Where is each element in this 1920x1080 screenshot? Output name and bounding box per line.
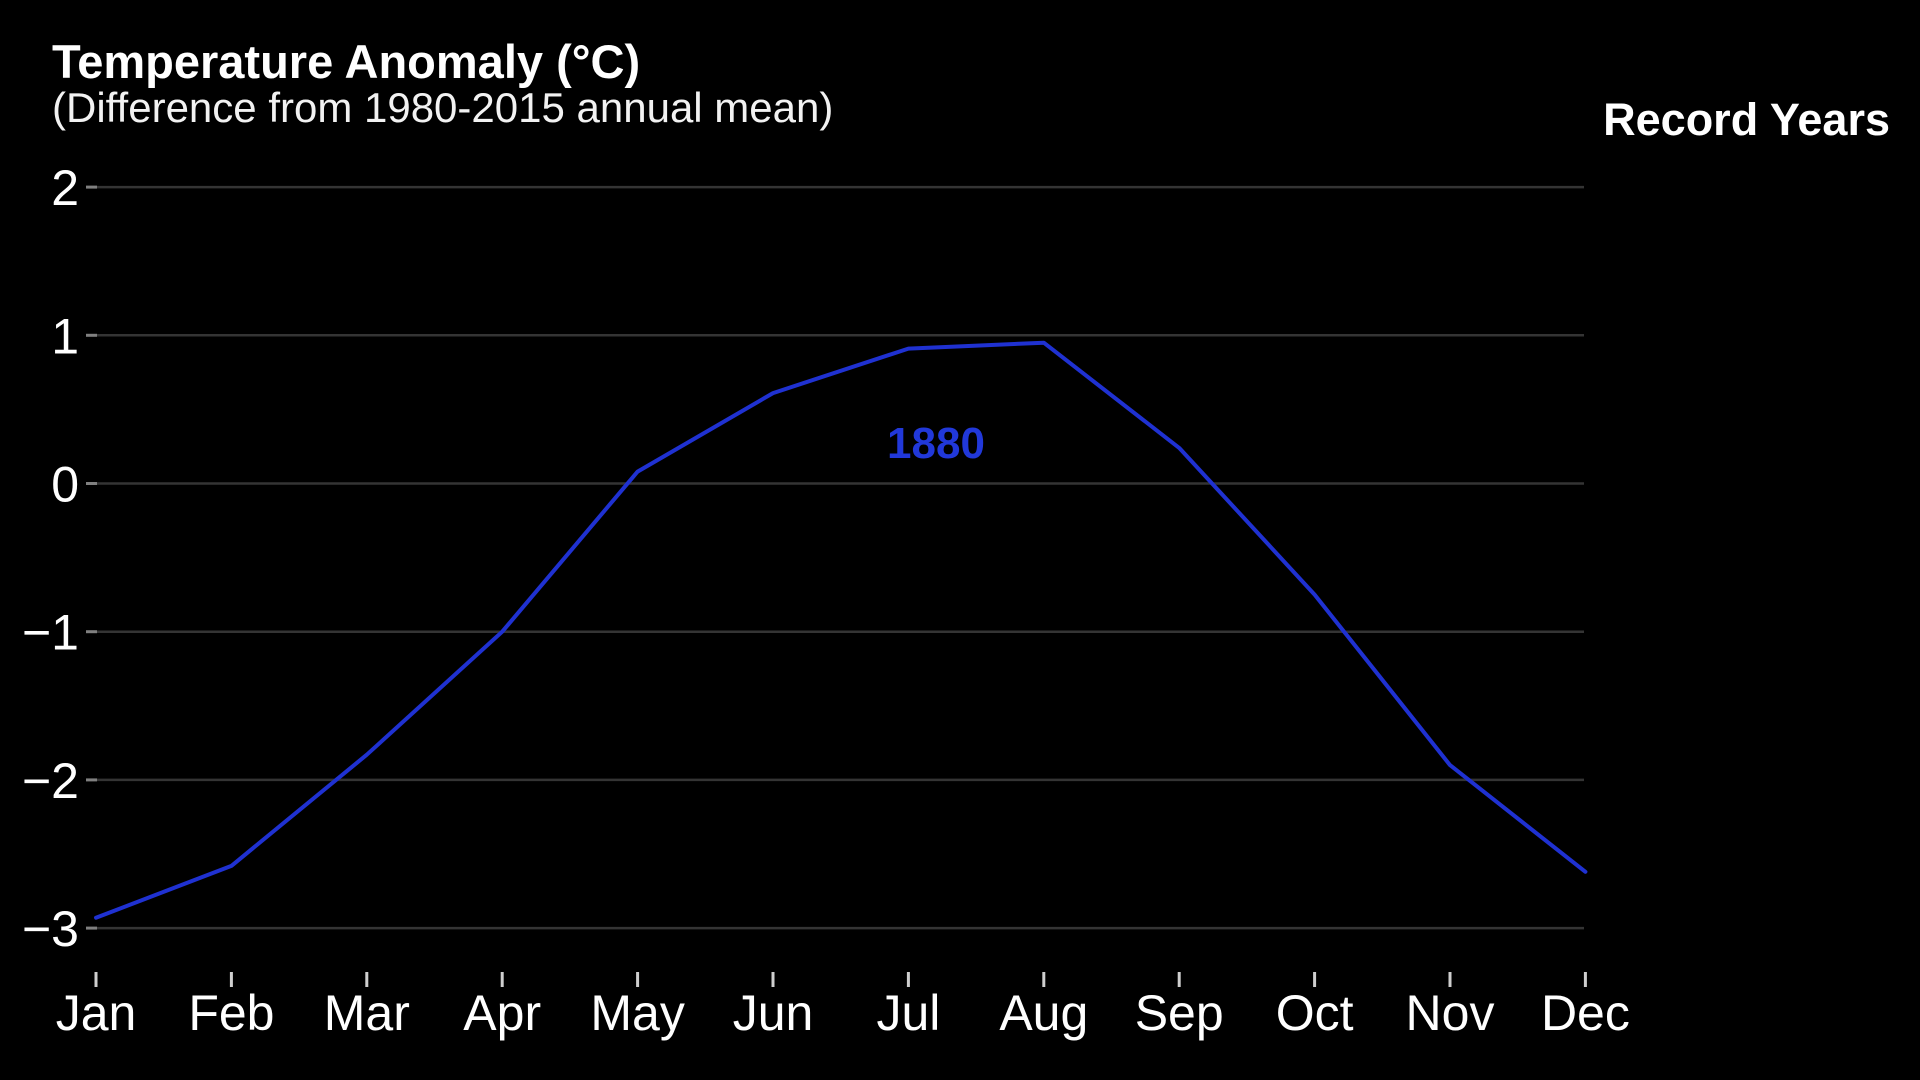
x-tick-label: Jan — [56, 985, 137, 1041]
x-tick-label: Feb — [188, 985, 274, 1041]
x-tick-label: Nov — [1406, 985, 1495, 1041]
x-tick-label: Dec — [1541, 985, 1630, 1041]
y-tick-label: 1 — [51, 308, 79, 364]
x-tick-label: Jul — [876, 985, 940, 1041]
anomaly-line-1880 — [94, 340, 1588, 920]
y-tick-label: −2 — [22, 753, 79, 809]
y-tick-label: 0 — [51, 457, 79, 513]
x-tick-label: Mar — [324, 985, 410, 1041]
x-tick-label: May — [590, 985, 684, 1041]
chart-subtitle: (Difference from 1980-2015 annual mean) — [52, 84, 834, 131]
y-tick-label: 2 — [51, 160, 79, 216]
x-tick-label: Apr — [463, 985, 541, 1041]
x-tick-label: Aug — [999, 985, 1088, 1041]
y-tick-label: −3 — [22, 901, 79, 957]
x-tick-label: Sep — [1135, 985, 1224, 1041]
chart-title: Temperature Anomaly (°C) — [52, 35, 641, 88]
x-tick-label: Oct — [1276, 985, 1354, 1041]
x-tick-label: Jun — [733, 985, 814, 1041]
year-label: 1880 — [887, 419, 985, 468]
y-tick-label: −1 — [22, 605, 79, 661]
record-years-label: Record Years — [1603, 94, 1890, 145]
